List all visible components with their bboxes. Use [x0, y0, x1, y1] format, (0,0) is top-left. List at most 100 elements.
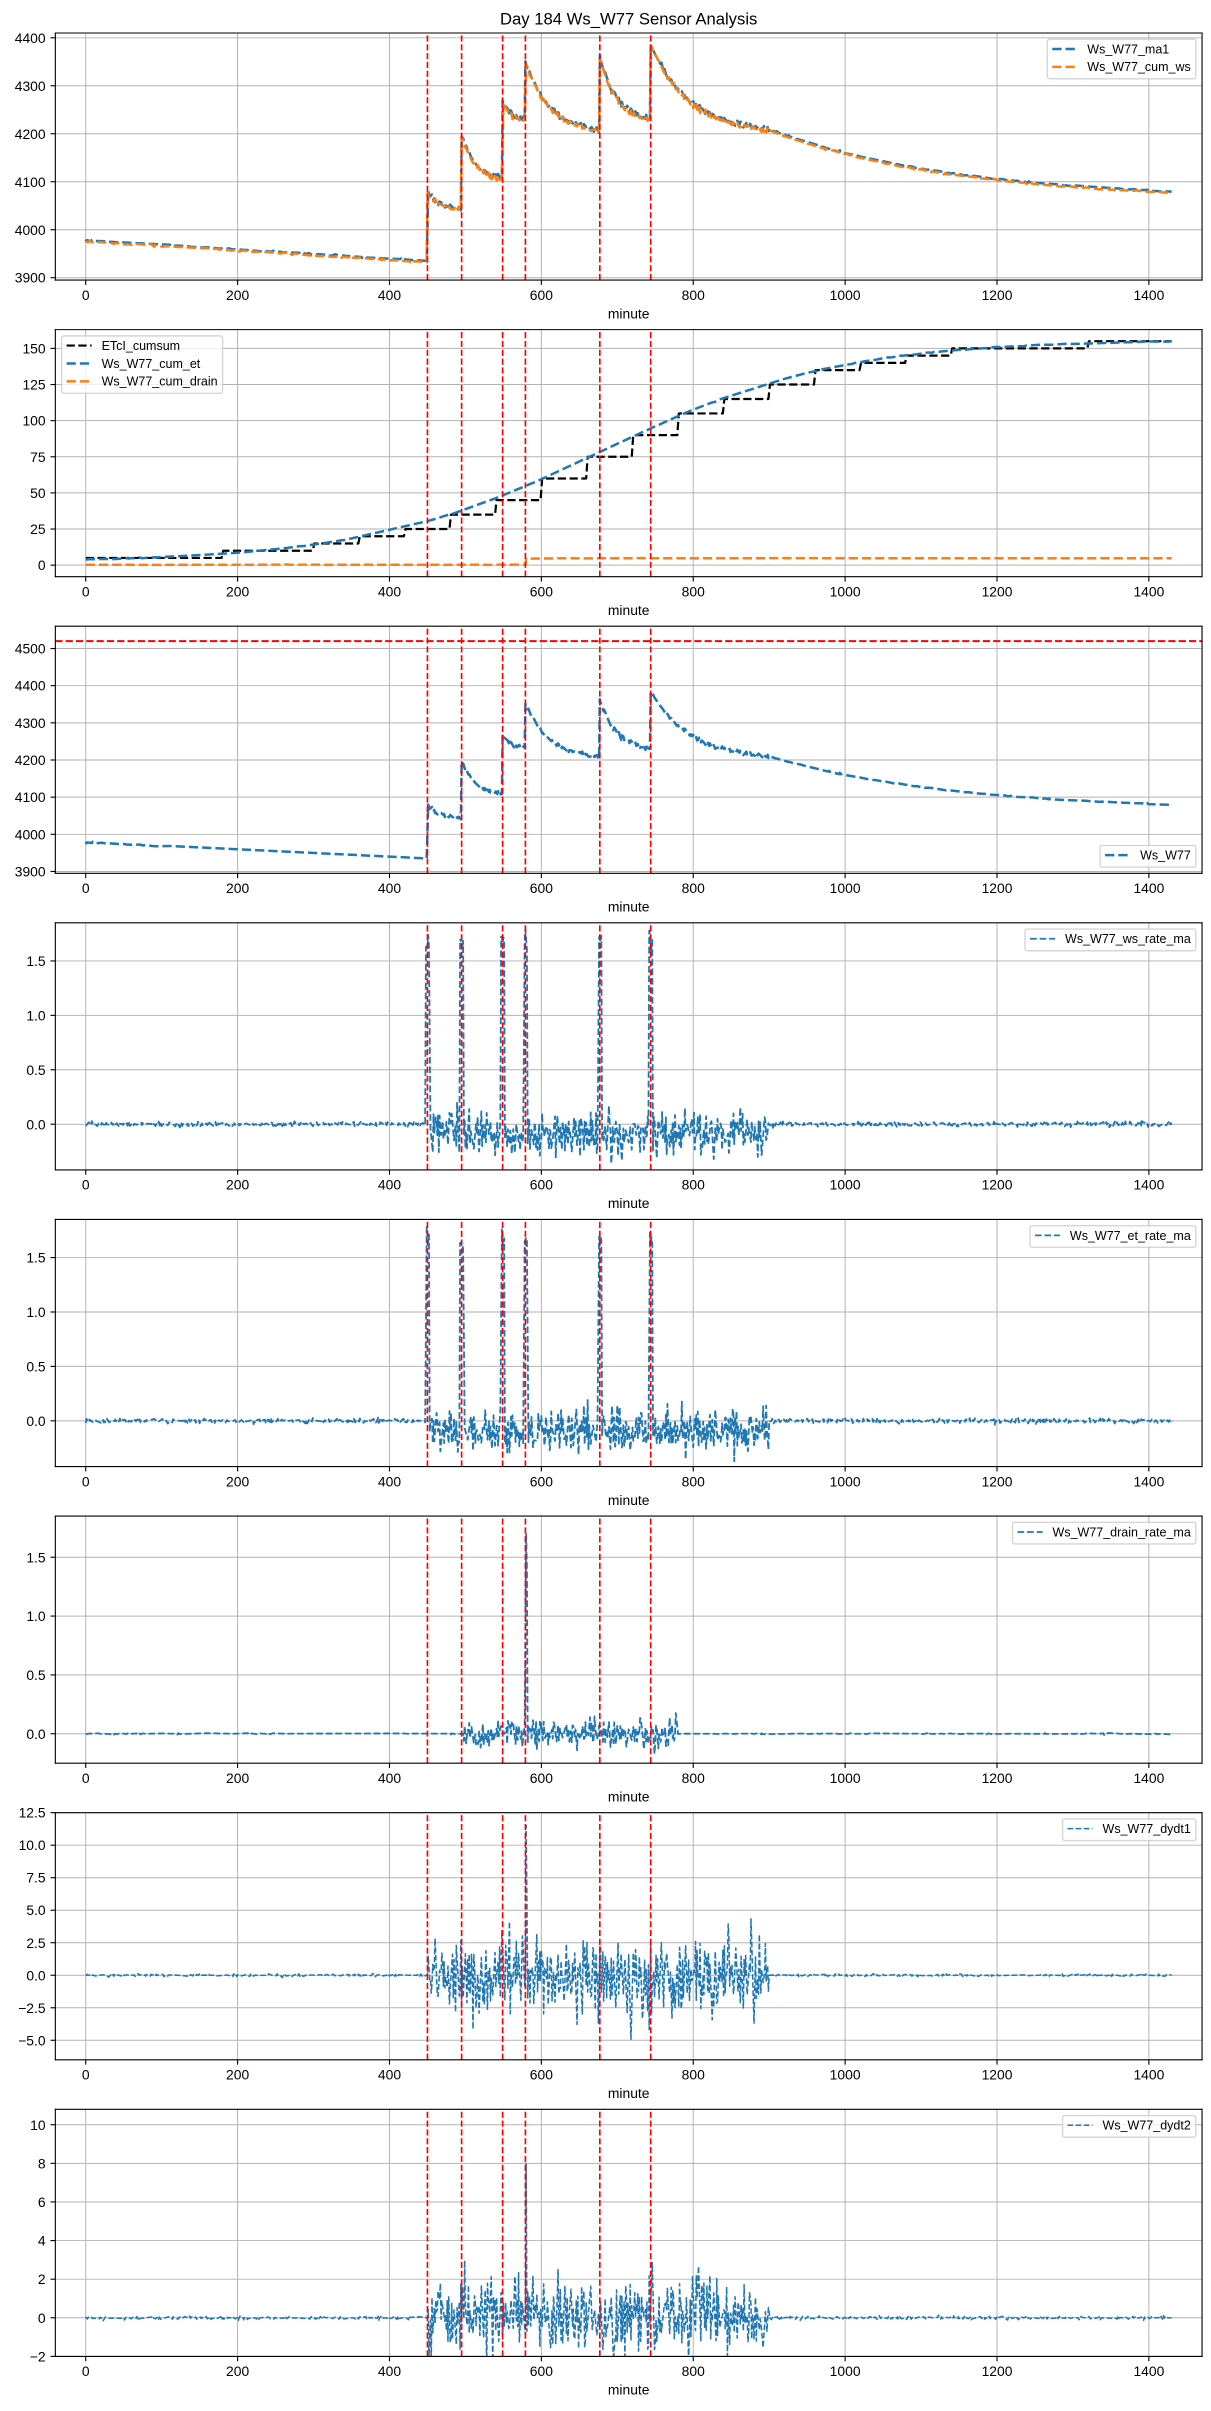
svg-text:0: 0 [82, 2363, 90, 2379]
svg-text:1.0: 1.0 [26, 1007, 46, 1023]
svg-text:Ws_W77_dydt1: Ws_W77_dydt1 [1103, 1822, 1191, 1836]
svg-text:50: 50 [30, 485, 46, 501]
svg-text:Ws_W77_cum_et: Ws_W77_cum_et [102, 357, 201, 371]
svg-text:400: 400 [378, 2067, 401, 2083]
svg-text:200: 200 [226, 287, 249, 303]
svg-text:Ws_W77_dydt2: Ws_W77_dydt2 [1103, 2119, 1191, 2133]
svg-text:0: 0 [82, 1177, 90, 1193]
svg-text:0: 0 [82, 584, 90, 600]
svg-text:200: 200 [226, 1770, 249, 1786]
svg-text:0: 0 [38, 2310, 46, 2326]
svg-text:200: 200 [226, 2067, 249, 2083]
svg-text:600: 600 [530, 2067, 553, 2083]
svg-text:1400: 1400 [1133, 1770, 1164, 1786]
svg-text:200: 200 [226, 2363, 249, 2379]
svg-text:0.5: 0.5 [26, 1358, 46, 1374]
svg-text:400: 400 [378, 584, 401, 600]
svg-text:400: 400 [378, 287, 401, 303]
svg-text:1200: 1200 [982, 880, 1013, 896]
svg-text:4100: 4100 [15, 789, 46, 805]
svg-text:400: 400 [378, 1473, 401, 1489]
svg-text:0: 0 [82, 287, 90, 303]
svg-text:minute: minute [608, 1195, 650, 1211]
svg-text:Ws_W77_cum_drain: Ws_W77_cum_drain [102, 375, 218, 389]
svg-text:6: 6 [38, 2194, 46, 2210]
svg-text:0: 0 [82, 2067, 90, 2083]
svg-text:4300: 4300 [15, 715, 46, 731]
svg-text:Ws_W77_drain_rate_ma: Ws_W77_drain_rate_ma [1053, 1525, 1191, 1539]
svg-text:800: 800 [682, 1177, 705, 1193]
svg-text:600: 600 [530, 2363, 553, 2379]
svg-text:1200: 1200 [982, 1770, 1013, 1786]
svg-text:3900: 3900 [15, 864, 46, 880]
svg-text:1000: 1000 [830, 584, 861, 600]
svg-text:minute: minute [608, 1788, 650, 1804]
svg-text:1000: 1000 [830, 2067, 861, 2083]
svg-text:400: 400 [378, 1177, 401, 1193]
svg-text:800: 800 [682, 880, 705, 896]
svg-text:200: 200 [226, 1473, 249, 1489]
svg-text:Ws_W77_ma1: Ws_W77_ma1 [1087, 42, 1169, 56]
svg-text:800: 800 [682, 584, 705, 600]
svg-text:−5.0: −5.0 [18, 2032, 46, 2048]
svg-text:1400: 1400 [1133, 287, 1164, 303]
svg-text:25: 25 [30, 521, 46, 537]
svg-text:0: 0 [82, 1770, 90, 1786]
svg-text:0.0: 0.0 [26, 1413, 46, 1429]
svg-text:400: 400 [378, 880, 401, 896]
svg-text:4200: 4200 [15, 126, 46, 142]
svg-text:minute: minute [608, 305, 650, 321]
svg-text:600: 600 [530, 880, 553, 896]
svg-text:1.5: 1.5 [26, 1250, 46, 1266]
svg-text:1200: 1200 [982, 2067, 1013, 2083]
svg-text:minute: minute [608, 602, 650, 618]
svg-text:0.0: 0.0 [26, 1726, 46, 1742]
svg-text:0: 0 [38, 557, 46, 573]
svg-text:1000: 1000 [830, 1770, 861, 1786]
svg-text:1400: 1400 [1133, 584, 1164, 600]
svg-text:4000: 4000 [15, 222, 46, 238]
svg-text:ETcI_cumsum: ETcI_cumsum [102, 339, 181, 353]
svg-text:10: 10 [30, 2117, 46, 2133]
svg-text:Ws_W77: Ws_W77 [1140, 848, 1191, 862]
svg-text:4400: 4400 [15, 30, 46, 46]
svg-text:75: 75 [30, 449, 46, 465]
svg-text:100: 100 [22, 413, 45, 429]
svg-text:1400: 1400 [1133, 1177, 1164, 1193]
svg-text:600: 600 [530, 584, 553, 600]
svg-text:600: 600 [530, 287, 553, 303]
svg-text:800: 800 [682, 2363, 705, 2379]
svg-text:Ws_W77_et_rate_ma: Ws_W77_et_rate_ma [1070, 1229, 1191, 1243]
svg-text:4400: 4400 [15, 678, 46, 694]
svg-text:Ws_W77_cum_ws: Ws_W77_cum_ws [1087, 60, 1191, 74]
svg-text:4000: 4000 [15, 826, 46, 842]
svg-text:1400: 1400 [1133, 2363, 1164, 2379]
svg-text:1200: 1200 [982, 584, 1013, 600]
svg-text:1000: 1000 [830, 1473, 861, 1489]
svg-text:8: 8 [38, 2155, 46, 2171]
svg-text:600: 600 [530, 1473, 553, 1489]
svg-text:200: 200 [226, 584, 249, 600]
svg-text:1200: 1200 [982, 2363, 1013, 2379]
svg-text:10.0: 10.0 [19, 1837, 46, 1853]
svg-text:800: 800 [682, 2067, 705, 2083]
svg-text:0.0: 0.0 [26, 1116, 46, 1132]
svg-text:1400: 1400 [1133, 1473, 1164, 1489]
svg-text:600: 600 [530, 1770, 553, 1786]
svg-text:1.5: 1.5 [26, 1549, 46, 1565]
svg-text:4200: 4200 [15, 752, 46, 768]
svg-text:Ws_W77_ws_rate_ma: Ws_W77_ws_rate_ma [1065, 932, 1191, 946]
svg-text:4500: 4500 [15, 641, 46, 657]
svg-text:1200: 1200 [982, 287, 1013, 303]
svg-text:4: 4 [38, 2233, 46, 2249]
svg-text:4100: 4100 [15, 174, 46, 190]
svg-text:1400: 1400 [1133, 880, 1164, 896]
svg-text:400: 400 [378, 2363, 401, 2379]
svg-text:400: 400 [378, 1770, 401, 1786]
svg-text:1200: 1200 [982, 1473, 1013, 1489]
svg-text:4300: 4300 [15, 78, 46, 94]
svg-text:minute: minute [608, 899, 650, 915]
svg-text:125: 125 [22, 377, 45, 393]
svg-text:200: 200 [226, 1177, 249, 1193]
svg-text:minute: minute [608, 1492, 650, 1508]
